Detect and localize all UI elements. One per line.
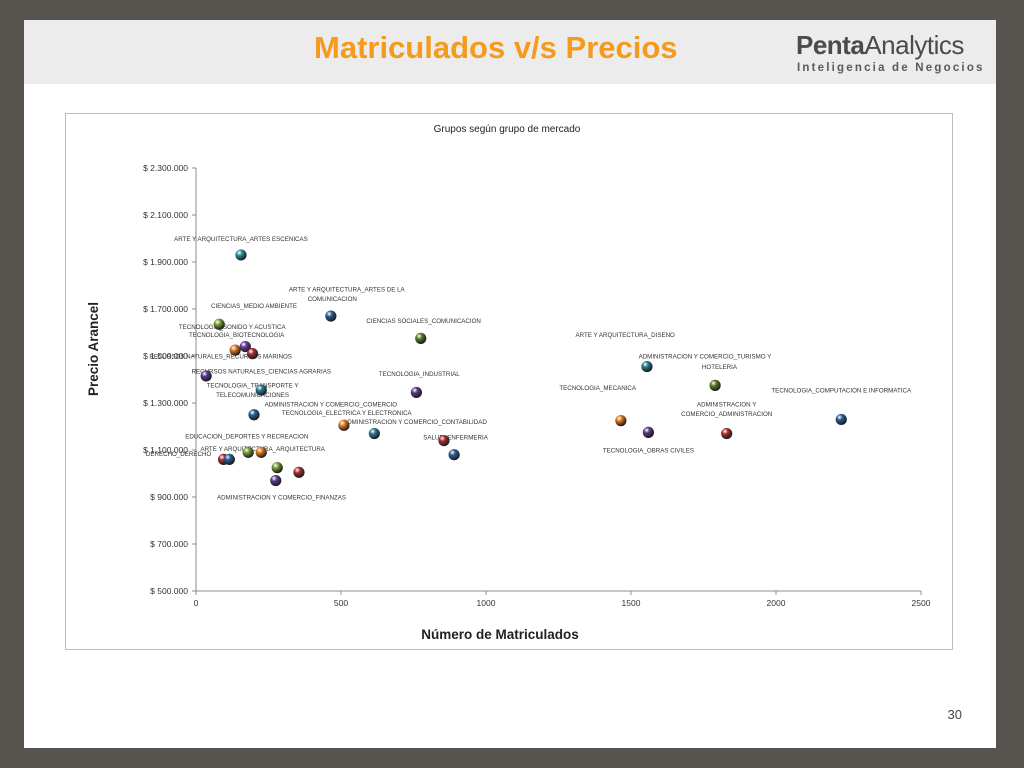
scatter-point xyxy=(223,453,235,465)
point-label: ADMINISTRACION Y COMERCIO_CONTABILIDAD xyxy=(343,419,487,426)
point-label: TECNOLOGIA_ELECTRICA Y ELECTRONICA xyxy=(282,410,413,417)
x-axis-label: Número de Matriculados xyxy=(421,627,579,642)
point-label: DERECHO_DERECHO xyxy=(146,451,212,458)
point-label: HOTELERIA xyxy=(702,364,738,371)
y-tick-label: $ 500.000 xyxy=(150,586,188,596)
point-label: COMUNICACION xyxy=(308,296,357,303)
brand-tagline: Inteligencia de Negocios xyxy=(797,62,985,74)
scatter-point xyxy=(368,427,380,440)
point-labels: ARTE Y ARQUITECTURA_ARTES ESCENICAS ARTE … xyxy=(146,236,912,502)
point-label: TECNOLOGIA_TRANSPORTE Y xyxy=(207,383,299,390)
scatter-point xyxy=(242,446,254,458)
scatter-point xyxy=(200,370,212,382)
point-label: ADMINISTRACION Y COMERCIO_TURISMO Y xyxy=(639,353,772,360)
y-tick-label: $ 700.000 xyxy=(150,539,188,549)
point-label: EDUCACION_DEPORTES Y RECREACION xyxy=(185,433,308,440)
point-label: COMERCIO_ADMINISTRACION xyxy=(681,411,772,418)
scatter-point xyxy=(255,384,267,396)
point-label: TELECOMUNICACIONES xyxy=(216,392,289,399)
scatter-point xyxy=(338,419,350,431)
slide-title: Matriculados v/s Precios xyxy=(314,30,678,65)
point-label: TECNOLOGIA_OBRAS CIVILES xyxy=(603,447,694,454)
point-label: TECNOLOGIA_BIOTECNOLOGIA xyxy=(189,332,285,339)
brand-logo: PentaAnalytics Inteligencia de Negocios xyxy=(796,30,982,80)
y-tick-label: $ 1.900.000 xyxy=(143,257,188,267)
point-label: ADMINISTRACION Y xyxy=(697,402,756,409)
y-tick-label: $ 900.000 xyxy=(150,492,188,502)
y-tick-label: $ 1.300.000 xyxy=(143,398,188,408)
scatter-point xyxy=(448,449,460,461)
chart-area: Grupos según grupo de mercado Número de … xyxy=(65,113,953,650)
y-axis-label: Precio Arancel xyxy=(86,302,101,396)
scatter-point xyxy=(246,348,259,360)
x-tick-label: 2000 xyxy=(767,598,786,608)
scatter-point xyxy=(271,462,283,474)
point-label: TECNOLOGIA_INDUSTRIAL xyxy=(379,371,460,378)
point-label: TECNOLOGIA_COMPUTACION E INFORMATICA xyxy=(771,387,912,394)
scatter-point xyxy=(721,427,733,440)
brand-name: PentaAnalytics xyxy=(796,30,964,61)
scatter-point xyxy=(239,341,251,353)
scatter-point xyxy=(415,332,427,344)
data-points xyxy=(200,249,847,487)
slide-header: Matriculados v/s Precios PentaAnalytics … xyxy=(24,20,996,84)
scatter-point xyxy=(438,435,450,447)
point-label: RECURSOS NATURALES_RECURSOS MARINOS xyxy=(149,353,292,360)
x-tick-label: 0 xyxy=(194,598,199,608)
scatter-point xyxy=(835,413,847,426)
x-tick-label: 2500 xyxy=(912,598,931,608)
point-label: ADMINISTRACION Y COMERCIO_FINANZAS xyxy=(217,494,346,501)
scatter-point xyxy=(255,446,267,458)
axes: 0 500 1000 1500 2000 2500 $ 500.000 $ 700.000 $ … xyxy=(143,163,931,608)
scatter-point xyxy=(270,474,282,487)
scatter-point xyxy=(293,466,305,478)
scatter-point xyxy=(410,386,422,399)
scatter-point xyxy=(615,415,627,427)
scatter-point xyxy=(642,426,655,438)
y-tick-label: $ 1.500.000 xyxy=(143,351,188,361)
point-label: ARTE Y ARQUITECTURA_ARTES ESCENICAS xyxy=(174,236,308,243)
point-label: ARTE Y ARQUITECTURA_ARTES DE LA xyxy=(289,286,406,293)
brand-name-bold: Penta xyxy=(796,30,865,60)
scatter-point xyxy=(709,379,721,391)
point-label: SALUD_ENFERMERIA xyxy=(423,434,489,441)
scatter-point xyxy=(213,318,225,330)
x-tick-label: 1000 xyxy=(477,598,496,608)
y-tick-label: $ 1.700.000 xyxy=(143,304,188,314)
scatter-point xyxy=(325,310,337,322)
point-label: RECURSOS NATURALES_CIENCIAS AGRARIAS xyxy=(192,369,331,376)
point-label: CIENCIAS SOCIALES_COMUNICACION xyxy=(366,318,481,325)
point-label: CIENCIAS_MEDIO AMBIENTE xyxy=(211,303,297,310)
point-label: ARTE Y ARQUITECTURA_DISENO xyxy=(576,332,676,339)
chart-title: Grupos según grupo de mercado xyxy=(434,124,581,135)
scatter-point xyxy=(229,344,241,356)
x-tick-label: 500 xyxy=(334,598,348,608)
point-label: TECNOLOGIA_MECANICA xyxy=(559,385,637,392)
brand-name-regular: Analytics xyxy=(864,30,964,60)
point-label: TECNOLOGIA_SONIDO Y ACUSTICA xyxy=(179,324,287,331)
point-label: ADMINISTRACION Y COMERCIO_COMERCIO xyxy=(265,402,398,409)
y-tick-label: $ 2.100.000 xyxy=(143,210,188,220)
slide: Matriculados v/s Precios PentaAnalytics … xyxy=(24,20,996,748)
scatter-point xyxy=(641,360,653,373)
scatter-point xyxy=(235,249,247,261)
x-tick-label: 1500 xyxy=(622,598,641,608)
scatter-chart: Grupos según grupo de mercado Número de … xyxy=(86,124,931,642)
page-number: 30 xyxy=(947,707,962,722)
scatter-point xyxy=(248,409,260,421)
y-tick-label: $ 2.300.000 xyxy=(143,163,188,173)
y-tick-label: $ 1.100.000 xyxy=(143,445,188,455)
